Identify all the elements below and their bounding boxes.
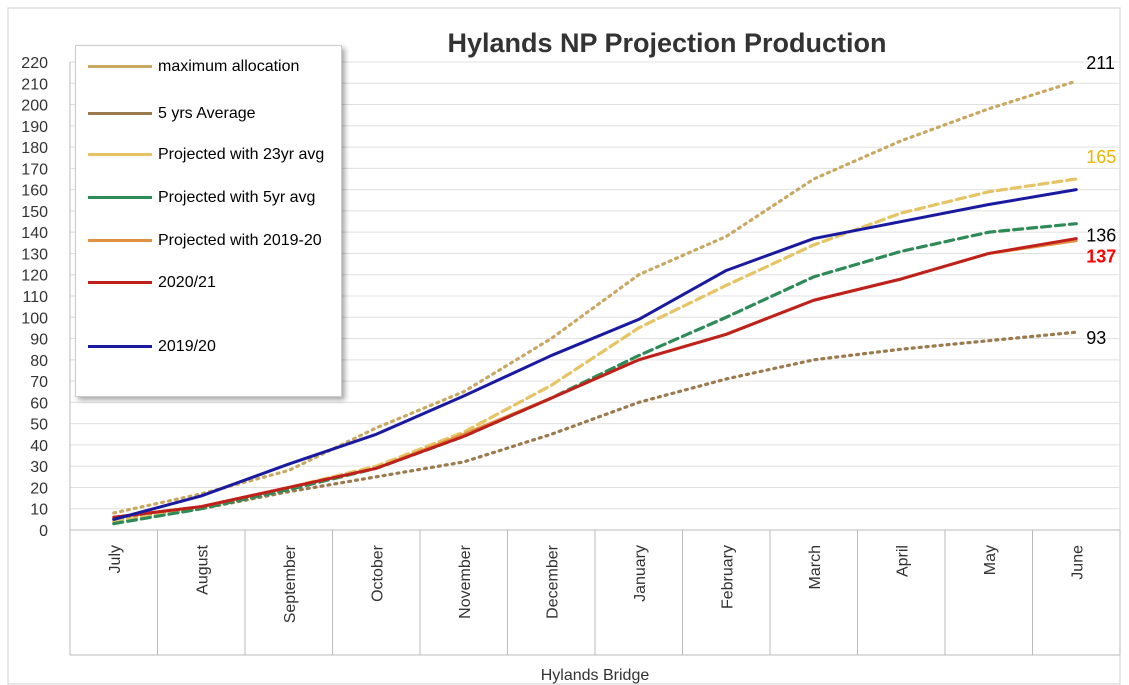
legend: maximum allocation 5 yrs Average Projected… — [75, 45, 342, 397]
y-tick-label: 80 — [30, 353, 48, 370]
y-tick-label: 160 — [21, 183, 48, 200]
y-tick-label: 50 — [30, 417, 48, 434]
y-tick-label: 150 — [21, 204, 48, 221]
y-tick-label: 200 — [21, 98, 48, 115]
legend-label: maximum allocation — [158, 58, 300, 75]
legend-label: 2019/20 — [158, 338, 216, 355]
y-tick-label: 210 — [21, 76, 48, 93]
y-tick-label: 120 — [21, 268, 48, 285]
data-label: 137 — [1086, 247, 1116, 267]
legend-label: Projected with 2019-20 — [158, 232, 322, 249]
legend-swatch — [88, 112, 152, 115]
y-tick-label: 20 — [30, 480, 48, 497]
x-axis-label: Hylands Bridge — [541, 667, 650, 684]
data-label: 211 — [1086, 53, 1115, 73]
legend-swatch — [88, 281, 152, 284]
y-tick-label: 0 — [39, 523, 48, 540]
legend-swatch — [88, 345, 152, 348]
y-tick-label: 10 — [30, 502, 48, 519]
y-tick-label: 140 — [21, 225, 48, 242]
x-tick-label: July — [107, 545, 124, 573]
x-tick-label: June — [1069, 545, 1086, 580]
x-tick-label: September — [282, 544, 299, 623]
x-tick-label: November — [457, 544, 474, 618]
series-line — [112, 222, 1078, 526]
chart-title: Hylands NP Projection Production — [447, 28, 886, 58]
legend-item: 2020/21 — [88, 272, 333, 293]
x-tick-label: May — [982, 545, 999, 575]
legend-item: Projected with 23yr avg — [88, 144, 333, 165]
y-tick-label: 220 — [21, 55, 48, 72]
y-tick-label: 180 — [21, 140, 48, 157]
y-tick-label: 100 — [21, 310, 48, 327]
legend-item: 2019/20 — [88, 336, 333, 357]
x-tick-label: February — [719, 545, 736, 609]
legend-item: 5 yrs Average — [88, 103, 333, 124]
y-tick-label: 70 — [30, 374, 48, 391]
y-tick-label: 190 — [21, 119, 48, 136]
legend-label: Projected with 5yr avg — [158, 189, 316, 206]
chart-border — [7, 7, 1121, 685]
y-tick-label: 110 — [22, 289, 48, 306]
x-tick-label: January — [632, 545, 649, 602]
y-tick-label: 90 — [30, 332, 48, 349]
data-label: 165 — [1086, 147, 1116, 167]
series-line — [112, 237, 1078, 519]
y-tick-label: 130 — [21, 246, 48, 263]
y-tick-label: 60 — [30, 395, 48, 412]
legend-swatch — [88, 65, 152, 68]
x-tick-label: March — [807, 545, 824, 589]
legend-label: Projected with 23yr avg — [158, 146, 325, 163]
x-tick-label: August — [194, 544, 211, 594]
legend-item: maximum allocation — [88, 56, 333, 77]
legend-item: Projected with 5yr avg — [88, 187, 333, 208]
x-tick-label: December — [544, 544, 561, 618]
y-tick-label: 40 — [30, 438, 48, 455]
data-label: 93 — [1086, 328, 1106, 348]
x-tick-label: October — [369, 544, 386, 602]
y-tick-label: 30 — [30, 459, 48, 476]
x-tick-label: April — [894, 545, 911, 577]
legend-swatch — [88, 239, 152, 242]
y-tick-label: 170 — [21, 161, 48, 178]
legend-swatch — [88, 196, 152, 199]
legend-label: 2020/21 — [158, 274, 216, 291]
series-line — [112, 188, 1078, 521]
legend-label: 5 yrs Average — [158, 105, 256, 122]
series-line — [112, 330, 1078, 521]
legend-swatch — [88, 153, 152, 156]
legend-item: Projected with 2019-20 — [88, 230, 333, 251]
data-label: 136 — [1086, 226, 1116, 246]
